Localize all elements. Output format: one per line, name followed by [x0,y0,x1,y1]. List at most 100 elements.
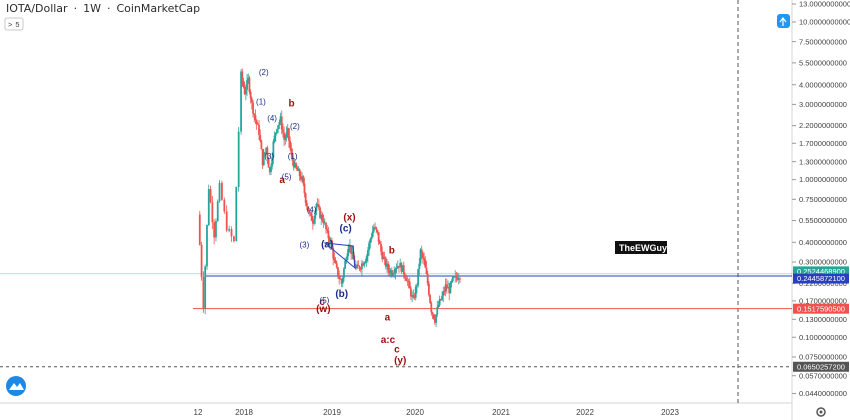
candle [255,119,258,130]
author-watermark: TheEWGuy [619,243,667,253]
candle [258,120,260,141]
candle [332,245,335,266]
candle [392,270,394,277]
candle [270,163,272,175]
price-lines [0,273,792,368]
candle [340,278,343,287]
candle [393,266,396,279]
candle [358,265,361,272]
candle [424,256,427,268]
candle [433,314,436,325]
gear-icon[interactable] [816,407,826,417]
candle [282,123,284,138]
time-axis[interactable]: 12 2018 2019 2020 2021 2022 2023 [194,408,680,417]
y-tick-label: 0.0440000000 [799,389,847,398]
candle [412,289,415,299]
candle [399,258,402,268]
wave-label: (5) [282,173,292,182]
candle [253,113,256,123]
candle [426,270,429,287]
candle [286,124,289,139]
candle [362,260,364,267]
candle [274,132,277,142]
candle [334,257,337,264]
candle [240,69,242,135]
candle [266,145,269,164]
candle [346,249,349,261]
candle [228,225,231,233]
candle [292,158,295,171]
candle [259,129,262,143]
wave-label: (x) [343,213,355,224]
candle [441,291,443,302]
candle [268,167,271,175]
candle [309,211,312,217]
candle [395,263,398,274]
candle [299,171,302,182]
candle [200,241,203,281]
wave-label: (3) [299,241,309,250]
candle [284,134,287,145]
candle [278,119,281,130]
chart-scale-icon[interactable] [777,14,790,28]
candle [277,125,280,134]
wave-label: (1) [256,97,266,106]
candle [376,229,379,235]
candle [267,157,270,168]
y-tick-label: 0.0570000000 [799,371,847,380]
candle [218,179,221,203]
candle [335,260,338,269]
candle [206,224,208,270]
candle [273,131,276,144]
candle [261,149,264,169]
candle [323,218,326,226]
candle [425,261,428,275]
candle [317,199,320,211]
candle [387,261,390,276]
candle [450,279,453,288]
tradingview-cloud-icon[interactable] [6,376,26,396]
svg-text:0.2445872100: 0.2445872100 [797,274,845,283]
candle [247,73,250,84]
candle [319,206,321,220]
candle [215,218,217,242]
candle [291,148,294,166]
wave-label: (5) [320,296,330,305]
candle [221,180,223,201]
wave-label: a:c [381,335,396,346]
x-tick-label: 2018 [235,408,253,417]
price-axis[interactable]: 13.0000000000 10.0000000000 7.5000000000 5.… [792,0,850,398]
y-tick-label: 1.3000000000 [799,157,847,166]
candle [301,172,303,183]
candle [401,265,404,272]
candle [369,237,372,249]
candle [341,276,344,288]
y-tick-label: 4.0000000000 [799,80,847,89]
candle [445,278,448,294]
candle [242,77,245,89]
candle [411,291,414,303]
candle [338,270,341,285]
wave-label: b [389,245,395,256]
triangle-pattern [323,242,356,270]
y-tick-label: 0.1300000000 [799,315,847,324]
svg-text:0.0650257200: 0.0650257200 [797,362,845,371]
svg-text:0.2524468900: 0.2524468900 [797,267,845,276]
candle [305,200,308,211]
indicator-toggle-button[interactable] [4,17,24,31]
candle [444,278,447,297]
candle [303,177,306,198]
candle [418,258,421,277]
candle [396,260,399,269]
candle [230,226,233,242]
candle [356,260,359,270]
candle [448,282,451,301]
candle [249,89,252,104]
candle [431,311,434,319]
candle [390,267,393,278]
candle [406,276,409,286]
price-tag-3: 0.0650257200 [793,361,849,372]
x-tick-label: 2020 [406,408,424,417]
